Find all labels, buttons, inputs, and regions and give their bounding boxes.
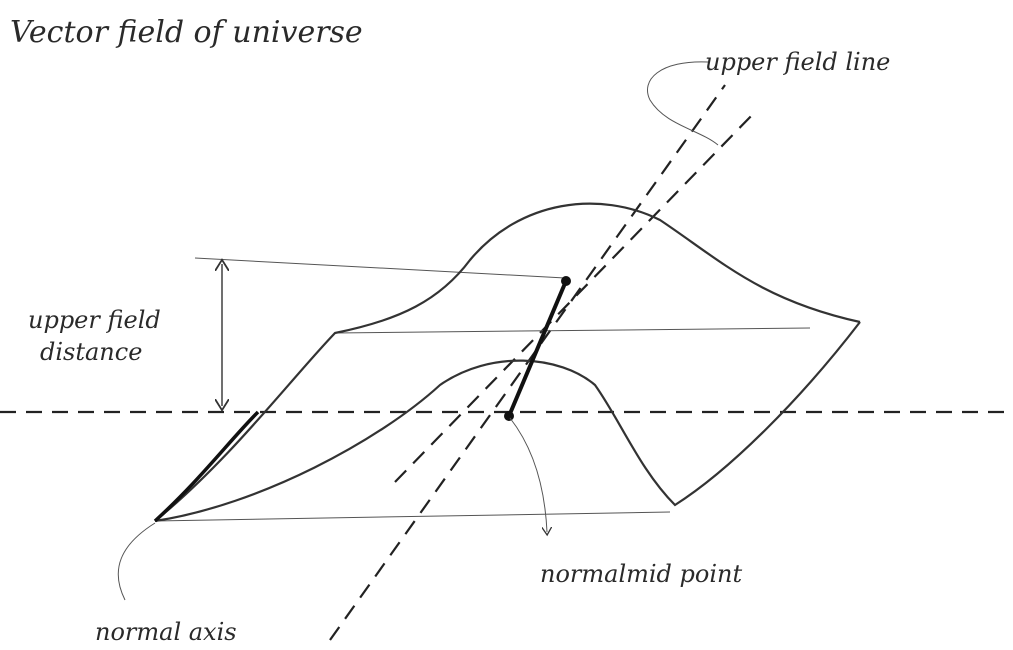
label: upper field line	[705, 48, 890, 76]
title: Vector field of universe	[10, 15, 363, 50]
reference-line	[154, 511, 671, 522]
pointer	[117, 522, 156, 601]
normal-vector	[507, 280, 568, 417]
field-line	[329, 84, 726, 641]
pointer	[509, 417, 547, 532]
point	[561, 276, 571, 286]
edge	[153, 410, 260, 523]
label: normal axis	[95, 618, 237, 646]
label: upper field	[28, 306, 161, 334]
mid-point	[504, 411, 514, 421]
pointer	[647, 61, 719, 146]
upper-surface	[154, 202, 861, 522]
upper-field-line	[394, 111, 756, 483]
reference-line	[194, 257, 566, 279]
label: distance	[40, 338, 142, 366]
label: normalmid point	[540, 560, 742, 588]
reference-line	[334, 327, 811, 334]
lower-surface	[154, 321, 861, 523]
